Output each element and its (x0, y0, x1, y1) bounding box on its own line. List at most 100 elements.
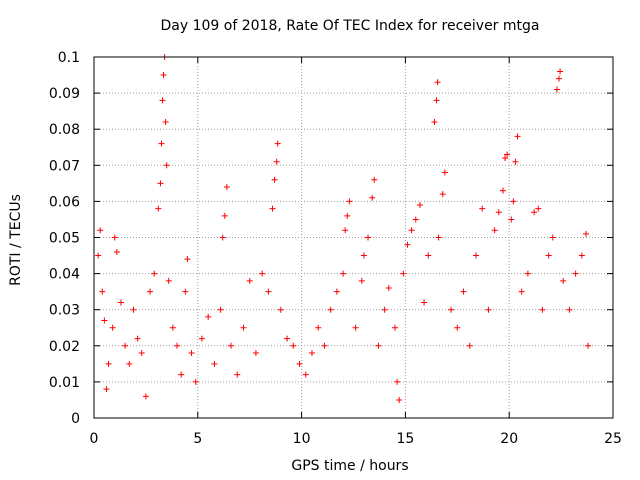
x-axis-label: GPS time / hours (291, 458, 408, 474)
data-point (408, 227, 415, 234)
data-point (97, 227, 104, 234)
data-point (535, 205, 542, 212)
data-point (277, 306, 284, 313)
data-point (315, 324, 322, 331)
chart-title: Day 109 of 2018, Rate Of TEC Index for r… (161, 18, 540, 34)
data-point (296, 360, 303, 367)
data-point (188, 350, 195, 357)
y-tick-label: 0.06 (49, 194, 80, 210)
data-point (130, 306, 137, 313)
data-point (155, 205, 162, 212)
data-point (342, 227, 349, 234)
data-point (434, 79, 441, 86)
data-point (228, 342, 235, 349)
data-point (425, 252, 432, 259)
data-point (344, 212, 351, 219)
data-point (160, 72, 167, 79)
data-point (441, 169, 448, 176)
data-point (221, 212, 228, 219)
data-point (512, 158, 519, 165)
data-point (421, 299, 428, 306)
y-tick-label: 0.05 (49, 231, 80, 247)
data-point (416, 202, 423, 209)
data-point (158, 140, 165, 147)
data-point (252, 350, 259, 357)
data-point (178, 371, 185, 378)
data-point (321, 342, 328, 349)
data-point (340, 270, 347, 277)
y-tick-label: 0.04 (49, 267, 80, 283)
data-point (439, 191, 446, 198)
data-point (358, 277, 365, 284)
data-point (273, 158, 280, 165)
data-point (360, 252, 367, 259)
data-point (499, 187, 506, 194)
data-point (504, 151, 511, 158)
data-point (508, 216, 515, 223)
data-point (369, 194, 376, 201)
data-point (211, 360, 218, 367)
data-point (290, 342, 297, 349)
data-point (566, 306, 573, 313)
data-point (578, 252, 585, 259)
data-point (572, 270, 579, 277)
data-point (495, 209, 502, 216)
y-tick-label: 0.07 (49, 158, 80, 174)
data-point (122, 342, 129, 349)
data-point (485, 306, 492, 313)
data-point (545, 252, 552, 259)
data-point (514, 133, 521, 140)
y-tick-label: 0.03 (49, 303, 80, 319)
x-tick-label: 20 (500, 431, 518, 447)
data-point (105, 360, 112, 367)
data-point (585, 342, 592, 349)
data-point (169, 324, 176, 331)
data-point (174, 342, 181, 349)
data-point (365, 234, 372, 241)
data-point (134, 335, 141, 342)
y-tick-label: 0.08 (49, 122, 80, 138)
data-point (163, 162, 170, 169)
data-point (126, 360, 133, 367)
data-point (159, 97, 166, 104)
data-point (234, 371, 241, 378)
data-point (396, 396, 403, 403)
x-tick-label: 10 (293, 431, 311, 447)
data-point (182, 288, 189, 295)
data-point (394, 378, 401, 385)
y-tick-label: 0.09 (49, 86, 80, 102)
data-point (165, 277, 172, 284)
data-point (151, 270, 158, 277)
data-point (302, 371, 309, 378)
data-points (95, 54, 592, 403)
data-point (162, 118, 169, 125)
x-tick-label: 15 (396, 431, 414, 447)
y-tick-label: 0.01 (49, 375, 80, 391)
data-point (510, 198, 517, 205)
data-point (284, 335, 291, 342)
x-tick-label: 0 (90, 431, 99, 447)
y-axis-label: ROTI / TECUs (8, 194, 24, 286)
data-point (103, 386, 110, 393)
data-point (111, 234, 118, 241)
data-point (271, 176, 278, 183)
data-point (352, 324, 359, 331)
data-point (113, 248, 120, 255)
x-tick-label: 5 (193, 431, 202, 447)
data-point (308, 350, 315, 357)
data-point (99, 288, 106, 295)
data-point (385, 285, 392, 292)
data-point (95, 252, 102, 259)
data-point (219, 234, 226, 241)
data-point (549, 234, 556, 241)
data-point (502, 155, 509, 162)
data-point (265, 288, 272, 295)
data-point (400, 270, 407, 277)
y-tick-label: 0.1 (58, 50, 80, 66)
data-point (454, 324, 461, 331)
data-point (269, 205, 276, 212)
data-point (327, 306, 334, 313)
data-point (142, 393, 149, 400)
data-point (240, 324, 247, 331)
